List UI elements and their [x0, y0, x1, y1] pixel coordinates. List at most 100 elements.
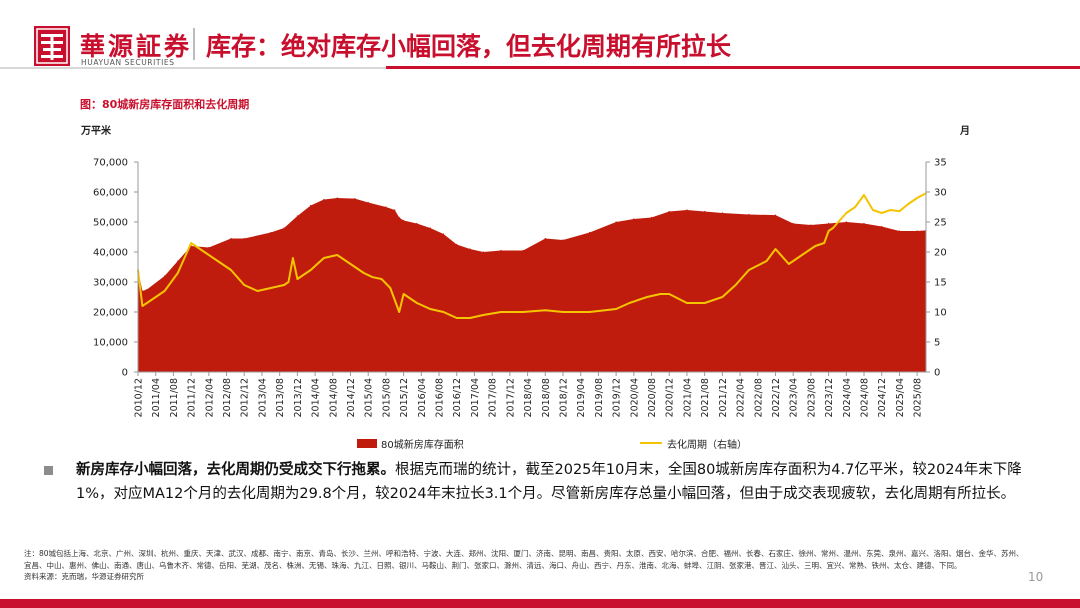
- cycle-point: [827, 230, 830, 232]
- x-tick-label: 2018/12: [559, 378, 570, 417]
- y-right-tick-label: 5: [934, 338, 940, 349]
- inventory-point: [208, 246, 210, 249]
- cycle-point: [216, 260, 219, 262]
- inventory-point: [774, 214, 777, 216]
- cycle-point: [588, 311, 591, 313]
- cycle-point: [628, 302, 631, 304]
- x-tick-label: 2016/12: [452, 378, 463, 417]
- cycle-point: [296, 278, 299, 280]
- body-lead: 新房库存小幅回落，去化周期仍受成交下行拖累。: [76, 462, 395, 478]
- cycle-point: [872, 209, 874, 211]
- y-right-tick-label: 15: [934, 278, 947, 289]
- inventory-point: [500, 249, 502, 252]
- inventory-point: [146, 288, 148, 291]
- x-tick-label: 2025/08: [913, 378, 924, 417]
- inventory-point: [243, 237, 245, 240]
- cycle-point: [703, 302, 706, 304]
- y-left-tick-label: 30,000: [93, 278, 128, 289]
- x-tick-label: 2012/12: [240, 378, 251, 417]
- x-tick-label: 2017/04: [470, 378, 481, 417]
- footnote-source: 资料来源：克而瑞，华源证券研究所: [24, 572, 144, 581]
- x-tick-label: 2014/12: [346, 378, 357, 417]
- inventory-point: [398, 216, 400, 219]
- x-tick-label: 2017/08: [488, 378, 499, 417]
- cycle-point: [686, 302, 688, 304]
- inventory-point: [633, 218, 635, 220]
- title-separator: [193, 28, 195, 60]
- x-tick-label: 2023/04: [789, 378, 800, 417]
- cycle-point: [482, 314, 485, 316]
- inventory-point: [416, 222, 418, 225]
- x-tick-label: 2019/04: [576, 378, 587, 417]
- cycle-point: [898, 210, 901, 212]
- y-right-tick-label: 35: [934, 158, 947, 169]
- y-right-tick-label: 20: [934, 248, 947, 259]
- footnote: 注：80城包括上海、北京、广州、深圳、杭州、重庆、天津、武汉、成都、南宁、南京、…: [24, 548, 1024, 583]
- cycle-point: [455, 317, 458, 319]
- y-right-tick-label: 0: [934, 368, 940, 379]
- cycle-point: [230, 269, 232, 271]
- cycle-point: [765, 260, 768, 262]
- y-left-tick-label: 10,000: [93, 338, 128, 349]
- inventory-point: [323, 198, 325, 201]
- cycle-point: [141, 305, 144, 307]
- x-tick-label: 2011/12: [187, 378, 198, 417]
- cycle-point: [177, 272, 179, 274]
- x-tick-label: 2023/08: [806, 378, 817, 417]
- inventory-point: [230, 237, 232, 240]
- x-tick-label: 2011/08: [169, 378, 180, 417]
- inventory-point: [704, 210, 706, 213]
- x-tick-label: 2020/04: [629, 378, 640, 417]
- header-accent-rule: [386, 66, 1080, 69]
- cycle-point: [788, 263, 790, 265]
- x-tick-label: 2013/04: [258, 378, 269, 417]
- right-axis-unit: 月: [960, 126, 970, 137]
- inventory-area: [138, 198, 926, 372]
- inventory-point: [810, 224, 812, 226]
- cycle-point: [336, 254, 339, 256]
- cycle-point: [748, 269, 750, 271]
- y-left-tick-label: 50,000: [93, 218, 128, 229]
- cycle-point: [544, 309, 547, 312]
- inventory-point: [522, 249, 524, 252]
- inventory-point: [442, 233, 445, 235]
- cycle-point: [270, 287, 272, 289]
- x-tick-label: 2021/12: [718, 378, 729, 417]
- x-tick-label: 2024/08: [860, 378, 871, 417]
- left-axis-unit: 万平米: [81, 126, 111, 137]
- cycle-point: [845, 212, 848, 214]
- cycle-point: [380, 278, 383, 280]
- x-tick-label: 2016/08: [435, 378, 446, 417]
- cycle-point: [801, 254, 803, 256]
- inventory-point: [721, 212, 724, 214]
- legend-label-inventory: 80城新房库存面积: [381, 439, 464, 451]
- inventory-point: [469, 248, 471, 250]
- inventory-point: [367, 201, 369, 204]
- cycle-point: [916, 197, 918, 199]
- x-tick-label: 2015/08: [381, 378, 392, 417]
- inventory-point: [385, 206, 387, 208]
- cycle-point: [863, 194, 865, 196]
- page-title: 库存：绝对库存小幅回落，但去化周期有所拉长: [206, 32, 732, 61]
- inventory-point: [748, 213, 750, 216]
- cycle-point: [659, 293, 662, 295]
- header: 華源証券 HUAYUAN SECURITIES 库存：绝对库存小幅回落，但去化周…: [0, 0, 1080, 70]
- cycle-point: [854, 206, 856, 208]
- y-left-tick-label: 20,000: [93, 308, 128, 319]
- y-right-tick-label: 10: [934, 308, 947, 319]
- inventory-point: [828, 222, 830, 225]
- inventory-point: [792, 222, 794, 225]
- inventory-point: [283, 227, 285, 229]
- cycle-point: [163, 290, 166, 292]
- cycle-point: [469, 317, 471, 319]
- cycle-point: [562, 311, 564, 313]
- cycle-point: [429, 308, 432, 310]
- x-tick-label: 2022/04: [736, 378, 747, 417]
- inventory-point: [394, 209, 396, 211]
- inventory-point: [845, 221, 847, 223]
- x-tick-label: 2015/12: [399, 378, 410, 417]
- inventory-point: [336, 197, 338, 199]
- x-tick-label: 2013/08: [275, 378, 286, 417]
- cycle-point: [907, 203, 910, 205]
- inventory-point: [650, 216, 653, 219]
